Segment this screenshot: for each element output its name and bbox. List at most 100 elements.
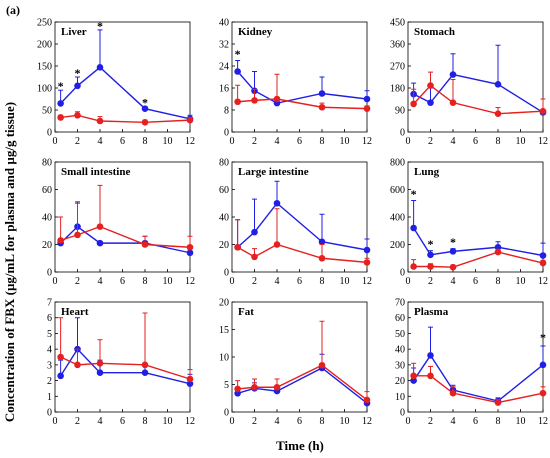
data-point [410,372,417,380]
panel-title: Kidney [238,26,273,38]
x-tick-label: 12 [185,136,195,147]
y-tick-label: 2 [47,376,52,387]
x-tick-label: 8 [496,136,501,147]
data-point [363,95,371,103]
x-tick-label: 10 [340,416,350,427]
y-tick-label: 60 [395,313,405,324]
data-point [141,241,149,248]
panel-title: Fat [238,306,254,318]
y-tick-label: 600 [390,185,405,196]
series-red [57,184,194,251]
x-tick-label: 6 [120,276,125,287]
figure-label: (a) [6,3,20,17]
y-tick-label: 50 [42,106,52,117]
data-point [57,372,64,380]
series-red [234,208,371,266]
x-tick-label: 10 [516,416,526,427]
y-tick-label: 10 [395,392,405,403]
x-tick-label: 0 [230,416,235,427]
x-tick-label: 4 [275,276,280,287]
x-tick-label: 8 [143,136,148,147]
x-tick-label: 4 [451,276,456,287]
x-tick-label: 4 [98,136,103,147]
data-point [427,82,434,89]
y-tick-label: 360 [390,40,405,51]
x-tick-label: 4 [275,136,280,147]
x-tick-label: 2 [75,416,80,427]
x-tick-label: 8 [320,276,325,287]
data-point [494,81,502,88]
data-point [363,396,371,404]
series-red [410,248,547,271]
data-point [410,377,417,384]
plot-frame [231,21,368,133]
series-line [413,73,544,114]
series-blue [410,326,547,405]
panel-title: Plasma [414,306,449,318]
x-tick-label: 12 [362,416,372,427]
y-tick-label: 80 [42,158,52,169]
panel-title: Lung [414,166,440,178]
series-red [57,111,194,126]
x-tick-label: 10 [516,136,526,147]
data-point [318,254,326,262]
y-tick-label: 150 [37,62,52,73]
x-tick-label: 0 [230,136,235,147]
y-tick-label: 0 [224,408,229,419]
series-blue [57,29,194,123]
significance-star: * [75,66,81,80]
series-line [237,364,368,401]
data-point [141,369,149,377]
y-tick-label: 32 [219,40,229,51]
y-tick-label: 70 [395,298,405,309]
x-tick-label: 8 [496,276,501,287]
y-tick-label: 10 [219,353,229,364]
x-tick-label: 4 [98,416,103,427]
y-tick-label: 400 [390,213,405,224]
x-tick-label: 2 [75,276,80,287]
x-tick-label: 2 [428,136,433,147]
data-point [251,383,258,391]
y-tick-label: 270 [390,62,405,73]
data-point [57,353,64,361]
data-point [449,248,457,255]
y-tick-label: 200 [37,40,52,51]
y-tick-label: 0 [47,128,52,139]
data-point [74,361,81,369]
x-tick-label: 2 [252,276,257,287]
x-tick-label: 8 [143,276,148,287]
y-tick-label: 0 [400,128,405,139]
data-point [539,361,547,369]
data-point [186,116,194,124]
y-tick-label: 0 [47,268,52,279]
y-tick-label: 5 [47,329,52,340]
y-tick-label: 100 [37,84,52,95]
y-tick-label: 20 [395,376,405,387]
panel-fat: 0 5 10 15 20 0 2 4 6 8 10 12 Fat [219,298,372,428]
x-tick-label: 2 [428,276,433,287]
x-tick-label: 0 [53,416,58,427]
x-tick-label: 0 [53,136,58,147]
data-point [251,97,258,104]
significance-star: * [58,79,64,93]
x-tick-label: 4 [451,416,456,427]
significance-star: * [411,187,417,201]
data-point [57,100,64,107]
data-point [251,253,258,261]
x-tick-label: 6 [473,276,478,287]
x-tick-label: 10 [516,276,526,287]
series-line [237,243,368,264]
panel-plasma: 0 10 20 30 40 50 60 70 0 2 4 6 8 10 12 Plasma * [395,298,548,428]
data-point [318,238,326,246]
data-point [539,252,547,259]
x-tick-label: 6 [473,136,478,147]
x-tick-label: 10 [340,276,350,287]
y-tick-label: 20 [42,240,52,251]
panel-title: Liver [61,26,87,38]
y-tick-label: 1 [47,392,52,403]
x-tick-label: 6 [297,136,302,147]
x-tick-label: 8 [143,416,148,427]
plot-frame [54,301,191,413]
data-point [74,231,81,239]
data-point [96,239,104,247]
